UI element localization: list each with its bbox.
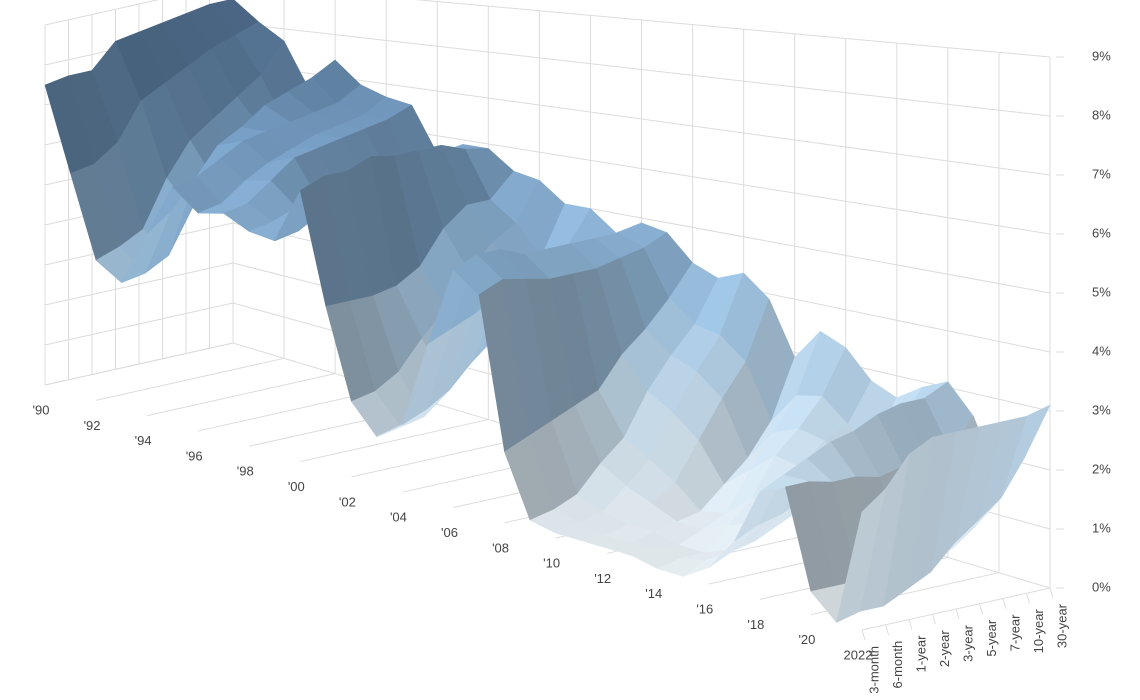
y-tick-label: 5-year <box>984 619 999 657</box>
y-tick-label: 3-month <box>866 646 881 694</box>
tick-mark <box>955 608 960 620</box>
z-tick-label: 3% <box>1092 402 1111 417</box>
x-tick-label: '02 <box>339 494 356 509</box>
y-tick-label: 6-month <box>890 641 905 689</box>
x-tick-label: '08 <box>492 540 509 555</box>
y-tick-label: 3-year <box>960 624 975 662</box>
tick-mark <box>1026 593 1030 604</box>
tick-mark <box>861 629 866 641</box>
x-tick-label: '06 <box>441 525 458 540</box>
grid-line <box>95 357 285 401</box>
x-tick-label: '16 <box>696 602 713 617</box>
y-tick-label: 7-year <box>1007 614 1022 652</box>
z-tick-label: 5% <box>1092 284 1111 299</box>
x-tick-label: '98 <box>237 464 254 479</box>
x-tick-label: '12 <box>594 571 611 586</box>
y-tick-label: 1-year <box>913 635 928 673</box>
x-tick-label: '94 <box>135 433 152 448</box>
tick-mark <box>979 603 983 614</box>
z-tick-label: 6% <box>1092 225 1111 240</box>
x-tick-label: '92 <box>84 418 101 433</box>
x-tick-label: 2022 <box>844 647 873 662</box>
x-tick-label: '18 <box>747 617 764 632</box>
tick-mark <box>1002 598 1007 609</box>
grid-line <box>300 419 489 463</box>
z-tick-label: 7% <box>1092 166 1111 181</box>
y-tick-label: 10-year <box>1031 609 1046 654</box>
x-tick-label: '20 <box>798 632 815 647</box>
tick-mark <box>1049 587 1054 599</box>
z-tick-label: 1% <box>1092 520 1111 535</box>
y-tick-label: 30-year <box>1054 603 1069 648</box>
x-tick-label: '96 <box>186 448 203 463</box>
grid-line <box>147 373 336 417</box>
tick-mark <box>908 619 913 630</box>
x-tick-label: '04 <box>390 510 407 525</box>
z-tick-label: 2% <box>1092 461 1111 476</box>
z-tick-label: 4% <box>1092 343 1111 358</box>
y-tick-label: 2-year <box>937 630 952 668</box>
x-tick-label: '90 <box>33 402 50 417</box>
z-tick-label: 0% <box>1092 579 1111 594</box>
x-tick-label: '00 <box>288 479 305 494</box>
tick-mark <box>932 614 936 625</box>
x-tick-label: '14 <box>645 586 662 601</box>
x-tick-label: '10 <box>543 556 560 571</box>
z-tick-label: 9% <box>1092 48 1111 63</box>
surface-cell <box>836 488 886 623</box>
tick-mark <box>885 624 889 635</box>
z-tick-label: 8% <box>1092 107 1111 122</box>
